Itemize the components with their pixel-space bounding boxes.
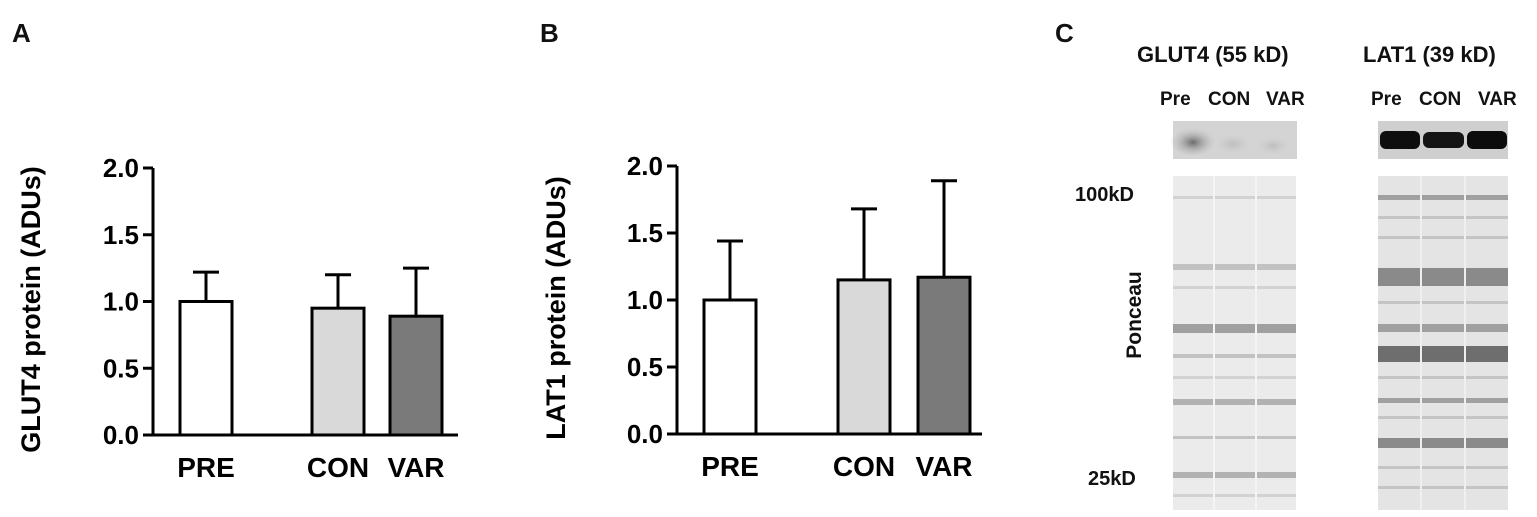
marker-25kd: 25kD — [1088, 468, 1136, 490]
y-axis-label: GLUT4 protein (ADUs) — [16, 166, 46, 453]
glut4-band-image — [1171, 121, 1297, 159]
bar-pre — [702, 298, 758, 436]
marker-100kd: 100kD — [1075, 184, 1134, 206]
bar-con — [310, 306, 366, 437]
glut4-lane-var: VAR — [1266, 89, 1305, 110]
glut4-band-con — [1215, 133, 1251, 153]
bar-pre — [178, 300, 234, 437]
y-tick-label: 1.0 — [627, 285, 663, 315]
glut4-lane-con: CON — [1208, 89, 1251, 110]
panel-letter-b: B — [540, 18, 559, 48]
lat1-band-pre — [1380, 131, 1420, 149]
bar-var — [388, 314, 444, 437]
y-tick-label: 1.0 — [103, 287, 139, 317]
category-label: CON — [833, 451, 895, 482]
category-label: PRE — [701, 451, 759, 482]
glut4-lane-pre: Pre — [1160, 89, 1191, 110]
lat1-lane-var: VAR — [1478, 89, 1517, 110]
lat1-lane-con: CON — [1419, 89, 1462, 110]
y-axis-label: LAT1 protein (ADUs) — [541, 176, 571, 440]
y-tick-label: 0.5 — [627, 352, 663, 382]
category-label: CON — [307, 452, 369, 483]
bar-con — [836, 278, 892, 436]
category-label: VAR — [915, 451, 972, 482]
glut4-blot-title: GLUT4 (55 kD) — [1137, 42, 1289, 67]
y-tick-label: 2.0 — [103, 153, 139, 183]
y-tick-label: 0.0 — [103, 420, 139, 450]
category-label: VAR — [387, 452, 444, 483]
bar-var — [916, 275, 972, 436]
lat1-band-var — [1467, 131, 1507, 149]
glut4-ponceau-membrane — [1173, 176, 1296, 510]
y-tick-label: 1.5 — [627, 218, 663, 248]
y-tick-label: 0.0 — [627, 419, 663, 449]
lat1-band-image — [1378, 121, 1508, 159]
y-tick-label: 2.0 — [627, 151, 663, 181]
glut4-band-pre — [1171, 127, 1215, 155]
panel-letter-a: A — [12, 18, 31, 48]
y-tick-label: 0.5 — [103, 353, 139, 383]
lat1-lane-pre: Pre — [1371, 89, 1402, 110]
category-label: PRE — [177, 452, 235, 483]
lat1-ponceau-membrane — [1378, 176, 1508, 510]
y-tick-label: 1.5 — [103, 220, 139, 250]
ponceau-label: Ponceau — [1123, 271, 1146, 359]
lat1-band-con — [1423, 132, 1464, 148]
lat1-blot-title: LAT1 (39 kD) — [1363, 42, 1496, 67]
panel-letter-c: C — [1055, 18, 1074, 48]
glut4-band-var — [1257, 136, 1289, 154]
